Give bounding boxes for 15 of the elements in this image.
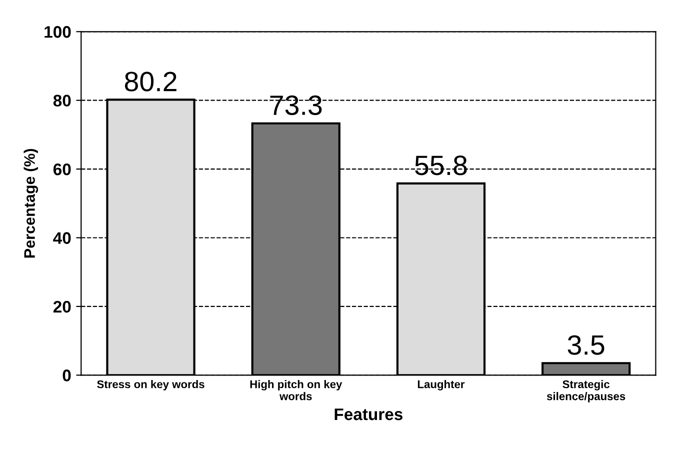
x-axis-title: Features (334, 408, 402, 420)
x-tick-label: Strategic silence/pauses (546, 380, 626, 402)
y-tick-label: 0 (62, 370, 71, 382)
data-label: 3.5 (568, 335, 604, 355)
y-tick-label: 100 (44, 26, 71, 38)
x-tick-label: Laughter (418, 380, 465, 390)
y-tick-label: 80 (53, 94, 71, 107)
data-label: 73.3 (270, 95, 322, 116)
x-tick-label: Stress on key words (97, 380, 204, 390)
y-axis-title: Percentage (%) (24, 148, 38, 258)
x-tick-label: High pitch on key words (250, 380, 342, 400)
y-tick-label: 20 (53, 300, 71, 313)
data-label: 80.2 (124, 72, 176, 92)
y-tick-label: 40 (53, 232, 71, 244)
y-tick-label: 60 (53, 163, 71, 176)
